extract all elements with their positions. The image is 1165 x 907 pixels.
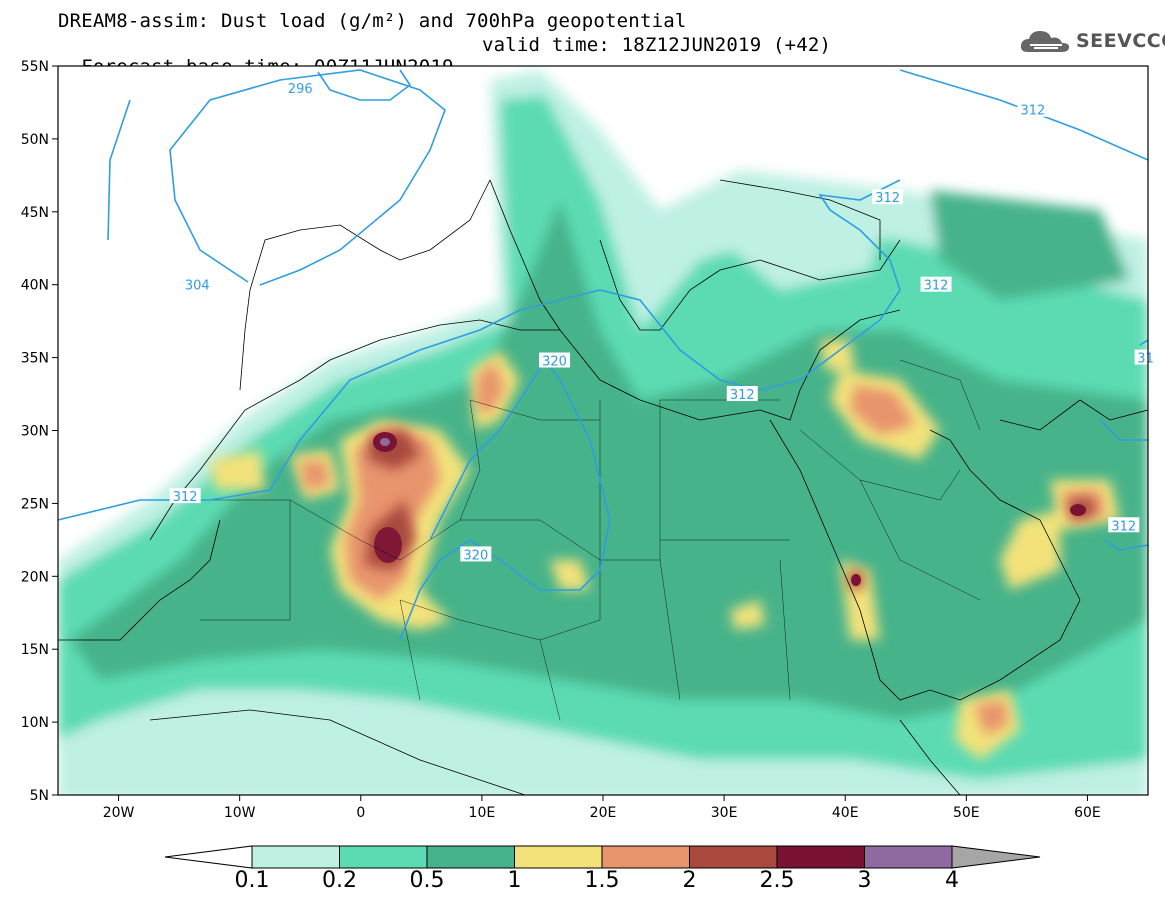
contour-label: 31 (1137, 352, 1154, 367)
lon-tick-label: 20E (590, 805, 617, 821)
contour-label-bg (872, 189, 904, 205)
colorbar-level-label: 1 (507, 868, 522, 893)
longitude-axis: 20W 10W 0 10E 20E 30E 40E 50E 60E (103, 795, 1101, 821)
contour-label-bg (1108, 517, 1140, 533)
contour-label: 312 (1021, 104, 1046, 119)
colorbar-level-label: 0.5 (409, 868, 445, 893)
contour-label: 312 (173, 490, 198, 505)
contour-label: 320 (463, 548, 488, 563)
colorbar-level-label: 4 (945, 868, 959, 893)
contour-label: 312 (924, 279, 949, 294)
colorbar-swatch (426, 845, 515, 869)
lon-tick-label: 0 (356, 805, 365, 821)
contour-label: 296 (288, 82, 313, 97)
lon-tick-label: 40E (832, 805, 859, 821)
lat-tick-label: 35N (21, 351, 49, 367)
lat-tick-label: 30N (21, 424, 49, 440)
colorbar-level-label: 1.5 (584, 868, 620, 893)
colorbar-under-arrow (164, 845, 253, 869)
lon-tick-label: 10W (224, 805, 256, 821)
colorbar-level-label: 0.2 (322, 868, 357, 893)
contour-label-bg (539, 352, 571, 368)
lon-tick-label: 20W (103, 805, 135, 821)
colorbar-swatch (601, 845, 690, 869)
contour-label-bg (1134, 349, 1157, 365)
lat-tick-label: 40N (21, 278, 49, 294)
map-title: DREAM8-assim: Dust load (g/m²) and 700hP… (58, 10, 687, 32)
lat-tick-label: 10N (21, 715, 49, 731)
colorbar-swatch (864, 845, 953, 869)
colorbar-swatch (339, 845, 428, 869)
contour-label-bg (726, 386, 758, 402)
contour-label: 320 (542, 355, 567, 370)
seevccc-logo: SEEVCCC (1018, 26, 1165, 56)
geopotential-contours (58, 69, 1148, 641)
colorbar-over-arrow (951, 845, 1041, 869)
contour-label-bg (181, 276, 213, 292)
lon-tick-label: 60E (1074, 805, 1101, 821)
colorbar-level-label: 2 (682, 868, 697, 893)
lon-tick-label: 50E (953, 805, 980, 821)
cloud-logo-icon (1020, 31, 1070, 52)
lon-tick-label: 30E (711, 805, 738, 821)
contour-label-bg (1017, 101, 1049, 117)
contour-label: 304 (185, 279, 210, 294)
lon-tick-label: 10E (469, 805, 496, 821)
colorbar-swatch (776, 845, 865, 869)
colorbar (164, 845, 1041, 869)
colorbar-swatch (251, 845, 340, 869)
lat-tick-label: 5N (30, 788, 49, 804)
colorbar-swatch (514, 845, 603, 869)
lat-tick-label: 45N (21, 205, 49, 221)
colorbar-level-label: 2.5 (759, 868, 795, 893)
coastlines (58, 179, 1148, 795)
valid-time-text: valid time: 18Z12JUN2019 (+42) (482, 34, 832, 56)
logo-text: SEEVCCC (1076, 30, 1165, 52)
colorbar-swatch (689, 845, 778, 869)
dust-field-layer (58, 66, 1148, 795)
colorbar-level-label: 3 (857, 868, 872, 893)
lat-tick-label: 20N (21, 569, 49, 585)
lat-tick-label: 15N (21, 642, 49, 658)
contour-label-bg (284, 79, 316, 95)
lat-tick-label: 55N (21, 59, 49, 75)
lat-tick-label: 50N (21, 132, 49, 148)
contour-label-bg (169, 488, 201, 504)
lat-tick-label: 25N (21, 496, 49, 512)
contour-label: 312 (875, 191, 900, 206)
contour-label: 312 (730, 388, 755, 403)
country-borders (200, 359, 981, 721)
contour-label-bg (920, 276, 952, 292)
contour-label-bg (460, 546, 492, 562)
latitude-axis: 55N 50N 45N 40N 35N 30N 25N 20N 15N 10N 5N (21, 59, 58, 804)
contour-labels: 296 304 312 320 320 312 312 312 312 312 31 (169, 79, 1157, 563)
contour-label: 312 (1111, 519, 1136, 534)
colorbar-level-label: 0.1 (234, 868, 270, 893)
